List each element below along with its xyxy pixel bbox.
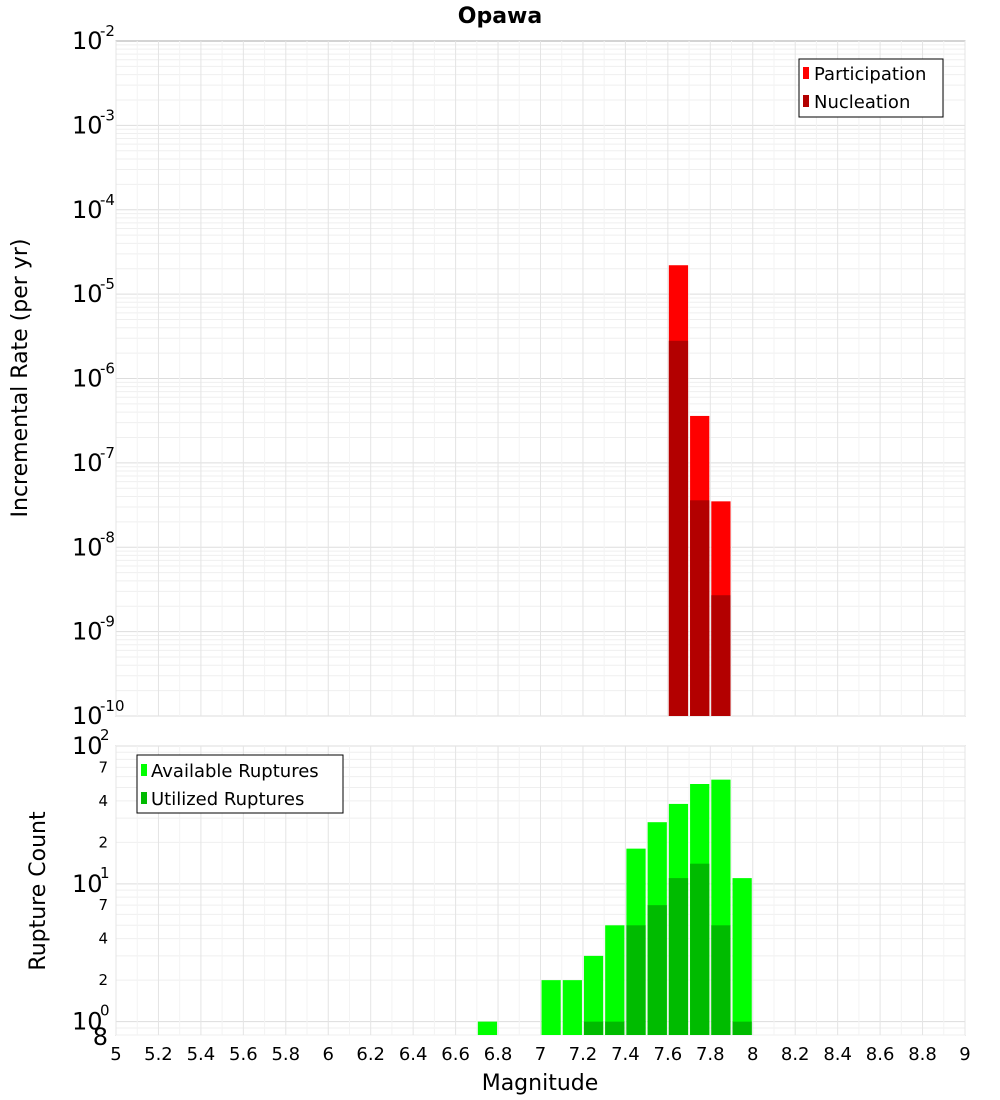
- x-tick-label: 7.2: [569, 1044, 598, 1065]
- bottom-y-minor-tick-label: 4: [98, 792, 108, 810]
- top-y-tick-labels: 10-210-310-410-510-610-710-810-910-10: [72, 22, 125, 730]
- available-ruptures-bar: [732, 878, 752, 1035]
- bottom-y-tick-base: 10: [72, 870, 103, 898]
- legend-label-utilized: Utilized Ruptures: [151, 789, 304, 810]
- x-tick-label: 6.2: [356, 1044, 385, 1065]
- x-tick-label: 5.8: [271, 1044, 300, 1065]
- bottom-y-tick-base: 10: [72, 732, 103, 760]
- x-axis-title: Magnitude: [482, 1071, 599, 1096]
- top-legend-box: [798, 58, 944, 118]
- x-tick-label: 5.2: [144, 1044, 173, 1065]
- legend-swatch-participation: [803, 67, 809, 79]
- bottom-y-minor-tick-label: 8: [93, 1023, 108, 1051]
- top-y-tick-exp: -9: [100, 613, 115, 631]
- legend-label-nucleation: Nucleation: [814, 92, 910, 113]
- bottom-y-minor-tick-label: 2: [98, 971, 108, 989]
- x-tick-label: 5.4: [187, 1044, 216, 1065]
- top-y-tick-base: 10: [72, 533, 103, 561]
- x-tick-label: 6.4: [399, 1044, 428, 1065]
- chart-title: Opawa: [458, 4, 542, 29]
- available-ruptures-bar: [477, 1021, 498, 1035]
- bottom-y-minor-tick-label: 7: [98, 758, 108, 776]
- bottom-y-tick-exp: 0: [100, 1002, 110, 1020]
- x-tick-label: 7: [535, 1044, 546, 1065]
- nucleation-bar: [668, 340, 689, 716]
- x-tick-label: 6.6: [441, 1044, 470, 1065]
- top-y-tick-exp: -8: [100, 528, 115, 546]
- bottom-y-tick-exp: 1: [100, 864, 110, 882]
- bottom-bars: [477, 779, 752, 1035]
- bottom-y-minor-tick-label: 4: [98, 930, 108, 948]
- available-ruptures-bar: [541, 980, 561, 1035]
- legend-swatch-available: [141, 764, 147, 776]
- bottom-y-minor-tick-label: 2: [98, 833, 108, 851]
- x-tick-label: 5: [110, 1044, 121, 1065]
- x-tick-label: 7.8: [696, 1044, 725, 1065]
- x-tick-label: 6.8: [484, 1044, 513, 1065]
- x-tick-labels: 5 5.2 5.4 5.6 5.8 6 6.2 6.4 6.6 6.8 7 7.2 7.4 7.6 7.8 8…: [110, 1044, 970, 1065]
- legend-label-participation: Participation: [814, 64, 926, 85]
- utilized-ruptures-bar: [647, 905, 667, 1035]
- legend-swatch-nucleation: [803, 95, 809, 107]
- top-gridlines: [115, 41, 966, 717]
- top-y-tick-exp: -3: [100, 106, 115, 124]
- utilized-ruptures-bar: [605, 1021, 625, 1035]
- top-y-tick-base: 10: [72, 618, 103, 646]
- top-legend: Participation Nucleation: [798, 58, 944, 118]
- bottom-gridlines: [115, 745, 966, 1036]
- legend-label-available: Available Ruptures: [151, 761, 319, 782]
- utilized-ruptures-bar: [626, 925, 646, 1035]
- utilized-ruptures-bar: [668, 878, 689, 1035]
- bottom-y-tick-base: 10: [72, 1008, 103, 1036]
- bottom-legend-box: [136, 754, 344, 814]
- bottom-y-minor-tick-label: 7: [98, 896, 108, 914]
- utilized-ruptures-bar: [711, 925, 731, 1035]
- top-y-tick-base: 10: [72, 365, 103, 393]
- legend-swatch-utilized: [141, 792, 147, 804]
- top-y-tick-base: 10: [72, 280, 103, 308]
- nucleation-bar: [690, 500, 710, 716]
- x-tick-label: 8: [747, 1044, 758, 1065]
- bottom-y-axis-title: Rupture Count: [26, 811, 51, 971]
- top-y-tick-exp: -6: [100, 360, 115, 378]
- x-tick-label: 8.8: [908, 1044, 937, 1065]
- utilized-ruptures-bar: [583, 1021, 604, 1035]
- x-tick-label: 8.4: [823, 1044, 852, 1065]
- top-y-axis-title: Incremental Rate (per yr): [8, 239, 33, 518]
- top-y-tick-base: 10: [72, 702, 103, 730]
- x-tick-label: 5.6: [229, 1044, 258, 1065]
- utilized-ruptures-bar: [732, 1021, 752, 1035]
- x-tick-label: 6: [323, 1044, 334, 1065]
- nucleation-bar: [711, 595, 731, 716]
- top-y-tick-base: 10: [72, 196, 103, 224]
- bottom-legend: Available Ruptures Utilized Ruptures: [136, 754, 344, 814]
- top-y-tick-exp: -10: [100, 697, 125, 715]
- bottom-y-tick-exp: 2: [100, 726, 110, 744]
- available-ruptures-bar: [562, 980, 582, 1035]
- available-ruptures-bar: [583, 955, 604, 1035]
- top-y-tick-exp: -7: [100, 444, 115, 462]
- x-tick-label: 8.6: [866, 1044, 895, 1065]
- x-tick-label: 7.4: [611, 1044, 640, 1065]
- utilized-ruptures-bar: [690, 863, 710, 1035]
- top-bars: [668, 265, 731, 716]
- available-ruptures-bar: [605, 925, 625, 1035]
- x-tick-label: 7.6: [654, 1044, 683, 1065]
- x-tick-label: 8.2: [781, 1044, 810, 1065]
- top-y-tick-exp: -4: [100, 191, 115, 209]
- top-y-tick-exp: -5: [100, 275, 115, 293]
- top-y-tick-base: 10: [72, 449, 103, 477]
- x-tick-label: 9: [959, 1044, 970, 1065]
- top-y-tick-base: 10: [72, 27, 103, 55]
- top-y-tick-exp: -2: [100, 22, 115, 40]
- top-y-tick-base: 10: [72, 111, 103, 139]
